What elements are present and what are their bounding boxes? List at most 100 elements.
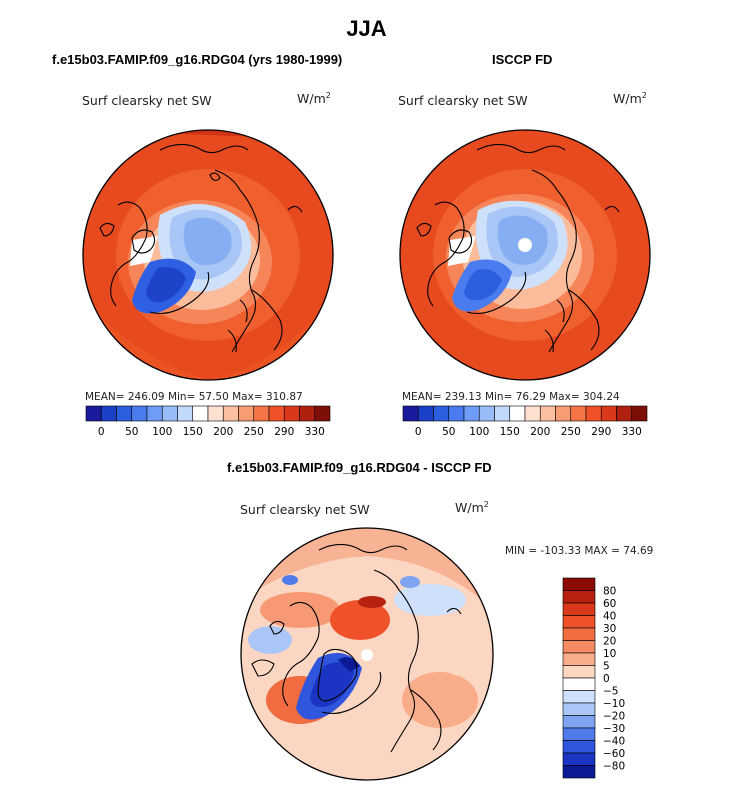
panel1-colorbar-swatch	[253, 405, 270, 422]
panel3-colorbar-tick-label: 60	[603, 598, 616, 610]
panel1-colorbar-swatch	[222, 405, 239, 422]
panel3-units-label: W/m2	[455, 500, 489, 516]
panel3-variable-label: Surf clearsky net SW	[240, 502, 370, 517]
panel2-colorbar-swatch	[478, 405, 495, 422]
panel3-colorbar-tick-label: 30	[603, 623, 616, 635]
panel3-colorbar-swatch	[562, 740, 596, 754]
panel2-map-border	[399, 129, 651, 381]
panel1-colorbar-swatch	[131, 405, 148, 422]
panel1-colorbar-swatch	[116, 405, 133, 422]
panel3-colorbar-swatch	[562, 665, 596, 679]
panel3-colorbar-tick-label: 0	[603, 673, 610, 685]
panel2-colorbar-swatch	[494, 405, 511, 422]
panel1-variable-label: Surf clearsky net SW	[82, 93, 212, 108]
panel2-case-title: ISCCP FD	[492, 52, 553, 67]
panel1-colorbar-swatch	[100, 405, 117, 422]
panel2-colorbar-tick-label: 200	[530, 426, 550, 438]
panel3-colorbar-tick-label: 20	[603, 636, 616, 648]
panel3-pole-hole	[361, 649, 373, 661]
panel2-colorbar-tick-label: 150	[500, 426, 520, 438]
panel1-colorbar-tick-label: 200	[213, 426, 233, 438]
panel3-colorbar-swatch	[562, 727, 596, 741]
panel3-colorbar-swatch	[562, 615, 596, 629]
panel1-colorbar-swatch	[238, 405, 255, 422]
panel3-colorbar-swatch	[562, 602, 596, 616]
panel1-colorbar-swatch	[85, 405, 102, 422]
panel3-colorbar-tick-label: −20	[603, 711, 625, 723]
panel3-colorbar-swatch	[562, 752, 596, 766]
panel3-colorbar-tick-label: −80	[603, 761, 625, 773]
panel3-colorbar-tick-label: 40	[603, 611, 616, 623]
panel3-colorbar-swatch	[562, 577, 596, 591]
panel3-colorbar-tick-label: −10	[603, 698, 625, 710]
panel2-units-label: W/m2	[613, 91, 647, 107]
panel2-colorbar-tick-label: 50	[442, 426, 455, 438]
panel1-colorbar-tick-label: 330	[305, 426, 325, 438]
panel2-colorbar-swatch	[463, 405, 480, 422]
panel3-colorbar-tick-label: −40	[603, 736, 625, 748]
panel2-pole-hole	[518, 238, 532, 252]
panel2-colorbar-swatch	[402, 405, 419, 422]
panel1-colorbar-swatch	[161, 405, 178, 422]
panel2-variable-label: Surf clearsky net SW	[398, 93, 528, 108]
panel1-map-border	[82, 129, 334, 381]
panel2-colorbar-swatch	[631, 405, 648, 422]
panel3-stats: MIN = -103.33 MAX = 74.69	[505, 545, 654, 557]
panel2-colorbar-swatch	[600, 405, 617, 422]
panel1-stats: MEAN= 246.09 Min= 57.50 Max= 310.87	[85, 391, 303, 403]
panel1-case-title: f.e15b03.FAMIP.f09_g16.RDG04 (yrs 1980-1…	[52, 52, 343, 67]
figure-title: JJA	[346, 16, 387, 41]
panel3-colorbar-tick-label: −30	[603, 723, 625, 735]
panel2-colorbar-swatch	[585, 405, 602, 422]
panel2-colorbar-swatch	[524, 405, 541, 422]
panel3-colorbar-tick-label: −60	[603, 748, 625, 760]
panel2-map	[400, 130, 650, 380]
panel1-units-label: W/m2	[297, 91, 331, 107]
panel3-colorbar-swatch	[562, 640, 596, 654]
panel1-colorbar-tick-label: 50	[125, 426, 138, 438]
panel3-colorbar-tick-label: 80	[603, 586, 616, 598]
panel1-colorbar-tick-label: 250	[244, 426, 264, 438]
panel1-colorbar-tick-label: 290	[274, 426, 294, 438]
panel2-colorbar-tick-label: 100	[469, 426, 489, 438]
panel2-colorbar-swatch	[509, 405, 526, 422]
panel2-colorbar-swatch	[570, 405, 587, 422]
panel2-colorbar: 0 50 100 150 200 250 290 330	[402, 405, 648, 438]
panel2-colorbar-swatch	[539, 405, 556, 422]
panel3-colorbar-tick-label: −5	[603, 686, 618, 698]
panel3-map-border	[240, 527, 494, 781]
panel1-colorbar-swatch	[207, 405, 224, 422]
panel3-colorbar-swatch	[562, 677, 596, 691]
panel2-colorbar-swatch	[555, 405, 572, 422]
panel1-colorbar-swatch	[192, 405, 209, 422]
panel2-colorbar-tick-label: 250	[561, 426, 581, 438]
panel3-colorbar-swatch	[562, 690, 596, 704]
panel3-colorbar-swatch	[562, 715, 596, 729]
panel2-colorbar-swatch	[417, 405, 434, 422]
panel1-colorbar-swatch	[283, 405, 300, 422]
panel2-colorbar-tick-label: 290	[591, 426, 611, 438]
panel3-colorbar-swatch	[562, 765, 596, 779]
panel3-colorbar-swatch	[562, 627, 596, 641]
panel1-colorbar-swatch	[299, 405, 316, 422]
panel3-colorbar-swatch	[562, 652, 596, 666]
panel2-colorbar-tick-label: 330	[622, 426, 642, 438]
panel2-colorbar-swatch	[433, 405, 450, 422]
panel1-colorbar-swatch	[268, 405, 285, 422]
panel1-colorbar-tick-label: 100	[152, 426, 172, 438]
panel2-colorbar-swatch	[448, 405, 465, 422]
panel1-colorbar-swatch	[177, 405, 194, 422]
panel3-colorbar-tick-label: 5	[603, 661, 610, 673]
panel1-colorbar-tick-label: 150	[183, 426, 203, 438]
panel1-colorbar-swatch	[314, 405, 331, 422]
panel1-colorbar-tick-label: 0	[98, 426, 105, 438]
panel1-colorbar-swatch	[146, 405, 163, 422]
panel2-colorbar-swatch	[616, 405, 633, 422]
panel3-colorbar-swatch	[562, 702, 596, 716]
panel1-map	[83, 130, 333, 380]
panel3-case-title: f.e15b03.FAMIP.f09_g16.RDG04 - ISCCP FD	[227, 460, 492, 475]
panel3-colorbar-swatch	[562, 590, 596, 604]
panel3-colorbar-tick-label: 10	[603, 648, 616, 660]
